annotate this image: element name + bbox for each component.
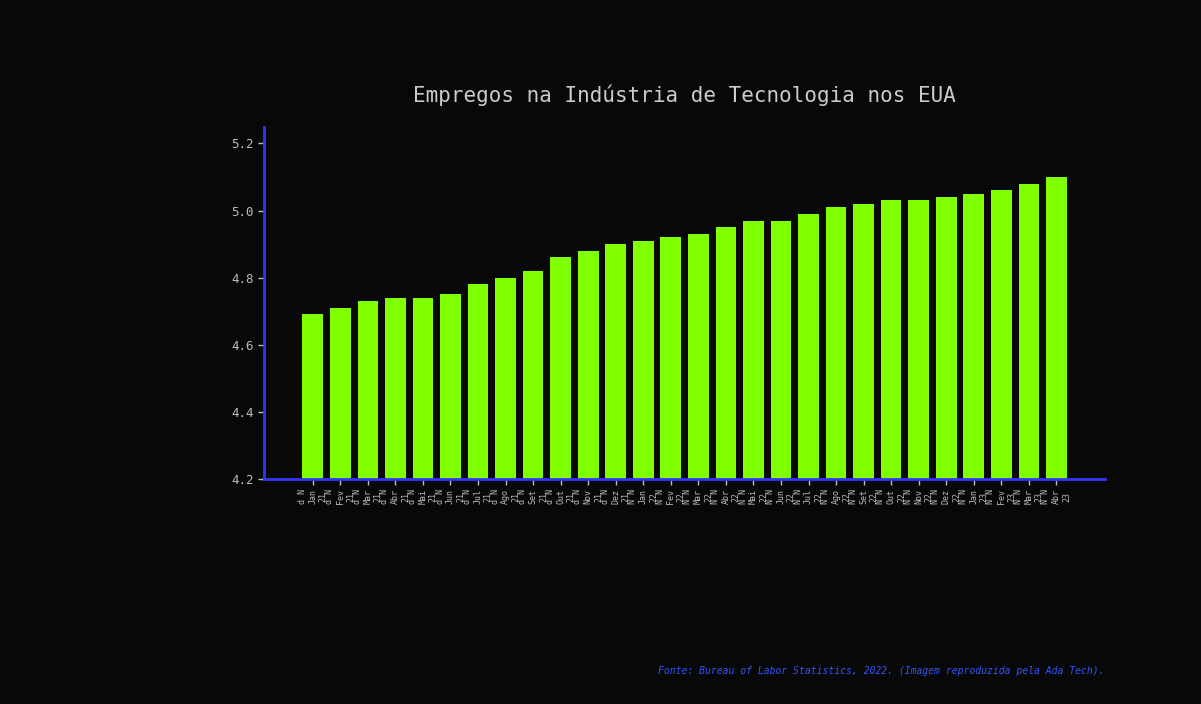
- Bar: [386, 298, 406, 704]
- Bar: [771, 220, 791, 704]
- Bar: [799, 214, 819, 704]
- Bar: [963, 194, 984, 704]
- Bar: [908, 201, 930, 704]
- Bar: [467, 284, 489, 704]
- Bar: [936, 197, 956, 704]
- Bar: [330, 308, 351, 704]
- Bar: [853, 204, 874, 704]
- Bar: [880, 201, 902, 704]
- Bar: [303, 315, 323, 704]
- Bar: [661, 237, 681, 704]
- Bar: [578, 251, 598, 704]
- Bar: [550, 258, 570, 704]
- Bar: [688, 234, 709, 704]
- Bar: [413, 298, 434, 704]
- Bar: [991, 190, 1011, 704]
- Bar: [1046, 177, 1066, 704]
- Bar: [826, 207, 847, 704]
- Bar: [440, 294, 461, 704]
- Bar: [716, 227, 736, 704]
- Bar: [743, 220, 764, 704]
- Bar: [522, 271, 543, 704]
- Bar: [605, 244, 626, 704]
- Bar: [495, 277, 516, 704]
- Bar: [1018, 184, 1039, 704]
- Title: Empregos na Indústria de Tecnologia nos EUA: Empregos na Indústria de Tecnologia nos …: [413, 84, 956, 106]
- Text: Fonte: Bureau of Labor Statistics, 2022. (Imagem reproduzida pela Ada Tech).: Fonte: Bureau of Labor Statistics, 2022.…: [658, 666, 1105, 676]
- Bar: [358, 301, 378, 704]
- Bar: [633, 241, 653, 704]
